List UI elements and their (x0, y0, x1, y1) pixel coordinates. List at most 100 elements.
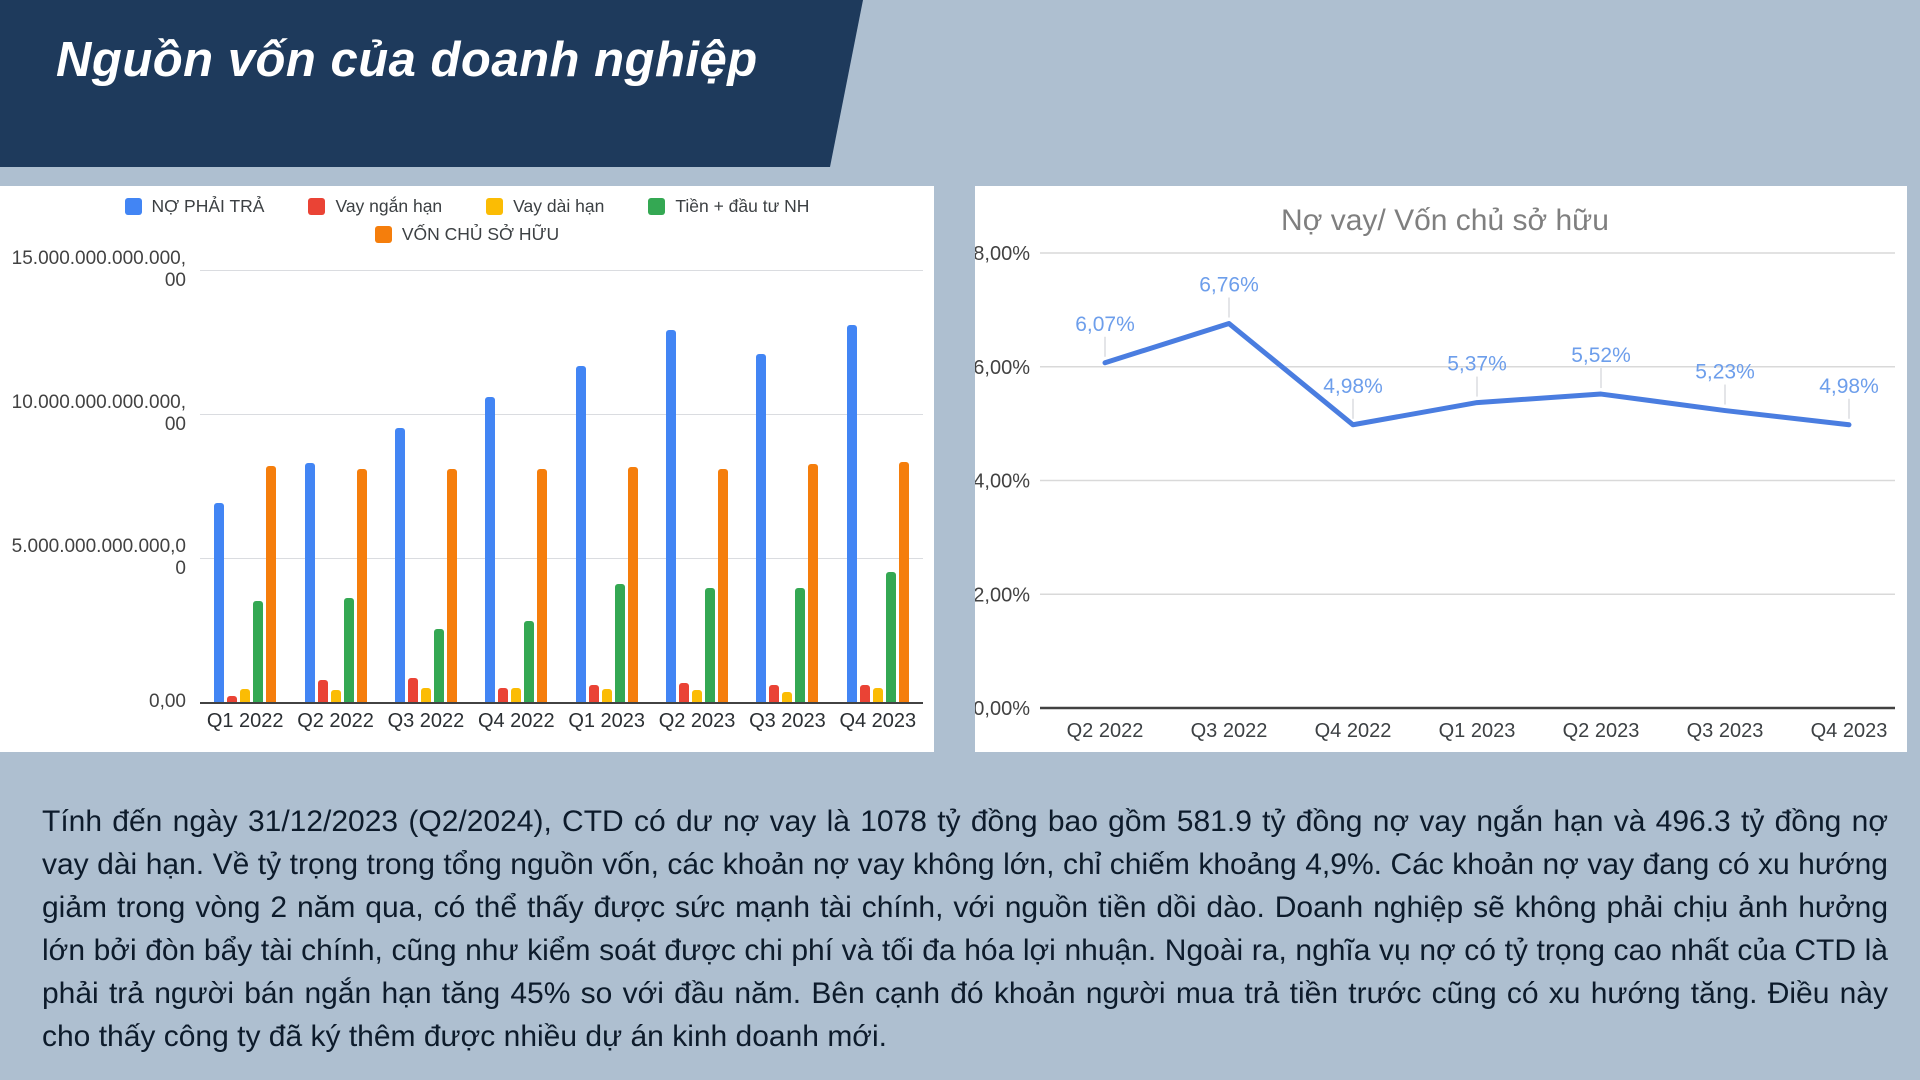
x-axis-tick-label: Q3 2022 (1191, 720, 1268, 742)
legend-label: NỢ PHẢI TRẢ (151, 196, 265, 216)
bar (266, 465, 277, 702)
bar (446, 468, 457, 702)
y-axis-tick-label: 6,00% (975, 357, 1030, 379)
bar (485, 396, 496, 702)
x-axis-tick-label: Q4 2022 (1315, 720, 1392, 742)
bar (885, 572, 896, 702)
bar (524, 621, 535, 702)
bar (718, 468, 729, 702)
bar (433, 628, 444, 702)
legend-item: Vay ngắn hạn (308, 196, 442, 217)
legend-item: VỐN CHỦ SỞ HỮU (374, 224, 560, 245)
y-axis-tick-label: 4,00% (975, 471, 1030, 493)
y-axis-tick-label: 0,00 (149, 691, 186, 712)
x-axis-tick-label: Q1 2023 (568, 710, 646, 732)
x-axis-tick-label: Q4 2023 (839, 710, 917, 732)
gridline (200, 558, 923, 559)
legend-label: Vay ngắn hạn (335, 196, 443, 216)
bar-group (381, 270, 471, 702)
bar-group (290, 270, 380, 702)
bar (407, 677, 418, 702)
bar (575, 366, 586, 702)
bar-group (652, 270, 742, 702)
bar (420, 687, 431, 702)
bar-group (562, 270, 652, 702)
bar (627, 467, 638, 702)
bar (795, 588, 806, 702)
legend-label: Vay dài hạn (513, 196, 605, 216)
bar (808, 464, 819, 702)
legend-swatch-icon (648, 198, 666, 215)
y-axis-tick-label: 8,00% (975, 243, 1030, 265)
x-axis-tick-label: Q2 2023 (1563, 720, 1640, 742)
bar-chart-legend: NỢ PHẢI TRẢ Vay ngắn hạn Vay dài hạn Tiền +… (0, 196, 934, 245)
bar (253, 601, 264, 702)
analysis-paragraph: Tính đến ngày 31/12/2023 (Q2/2024), CTD … (42, 805, 1888, 1053)
bar (317, 680, 328, 702)
bar (666, 330, 677, 702)
bar-group (833, 270, 923, 702)
bar (782, 691, 793, 702)
y-axis-tick-label: 10.000.000.000.000, 00 (11, 392, 186, 435)
legend-swatch-icon (308, 198, 326, 215)
bar (614, 583, 625, 702)
bar-group (742, 270, 832, 702)
x-axis-tick-label: Q2 2022 (297, 710, 374, 732)
bar (394, 428, 405, 702)
legend-swatch-icon (374, 226, 392, 243)
bar (859, 685, 870, 702)
bar (304, 462, 315, 702)
bar (756, 353, 767, 702)
x-axis-tick-label: Q3 2023 (1687, 720, 1764, 742)
bar (588, 684, 599, 702)
bar (511, 687, 522, 702)
bar (705, 588, 716, 702)
bar (498, 687, 509, 702)
line-chart-title: Nợ vay/ Vốn chủ sở hữu (1281, 204, 1609, 237)
bar (537, 468, 548, 702)
data-point-label: 4,98% (1819, 375, 1879, 398)
bar (898, 461, 909, 702)
legend-row: VỐN CHỦ SỞ HỮU (0, 224, 934, 245)
legend-row: NỢ PHẢI TRẢ Vay ngắn hạn Vay dài hạn Tiền +… (0, 196, 934, 217)
legend-label: VỐN CHỦ SỞ HỮU (401, 224, 560, 244)
bar-chart-plot-area (200, 270, 923, 704)
y-axis-tick-label: 0,00% (975, 698, 1030, 720)
data-point-label: 5,52% (1571, 344, 1631, 367)
bar (872, 687, 883, 702)
x-axis-tick-label: Q4 2023 (1811, 720, 1888, 742)
line-chart-canvas: Nợ vay/ Vốn chủ sở hữu 8,00% 6,00% 4,00% 2,0… (973, 204, 1895, 742)
gridline (200, 414, 923, 415)
line-series (1102, 321, 1852, 428)
y-axis-tick-label: 15.000.000.000.000, 00 (11, 248, 186, 291)
bar (356, 468, 367, 702)
bar (692, 690, 703, 702)
legend-swatch-icon (486, 198, 504, 215)
title-banner: Nguồn vốn của doanh nghiệp (0, 0, 863, 167)
x-axis-tick-label: Q2 2022 (1067, 720, 1144, 742)
data-point-label: 6,07% (1075, 313, 1135, 336)
bar (214, 503, 225, 702)
x-axis-tick-label: Q1 2022 (206, 710, 284, 732)
data-point-label: 5,23% (1695, 361, 1755, 384)
bar (227, 696, 238, 702)
y-axis-tick-label: 2,00% (975, 584, 1030, 606)
slide-title: Nguồn vốn của doanh nghiệp (56, 33, 758, 87)
x-axis-tick-label: Q2 2023 (658, 710, 736, 732)
legend-item: Vay dài hạn (486, 196, 604, 217)
bar (240, 689, 251, 702)
x-axis-tick-label: Q3 2023 (749, 710, 826, 732)
bar (679, 683, 690, 702)
x-axis-tick-label: Q1 2023 (1439, 720, 1516, 742)
bar-group (471, 270, 561, 702)
x-axis-tick-label: Q4 2022 (477, 710, 555, 732)
debt-to-equity-line-chart: Nợ vay/ Vốn chủ sở hữu 8,00% 6,00% 4,00% 2,0… (973, 186, 1907, 752)
legend-swatch-icon (124, 198, 142, 215)
bar (601, 689, 612, 702)
data-point-label: 6,76% (1199, 274, 1259, 297)
bar-group (200, 270, 290, 702)
legend-item: NỢ PHẢI TRẢ (124, 196, 265, 217)
bar (769, 684, 780, 702)
gridline (200, 270, 923, 271)
data-point-label: 4,98% (1323, 375, 1383, 398)
